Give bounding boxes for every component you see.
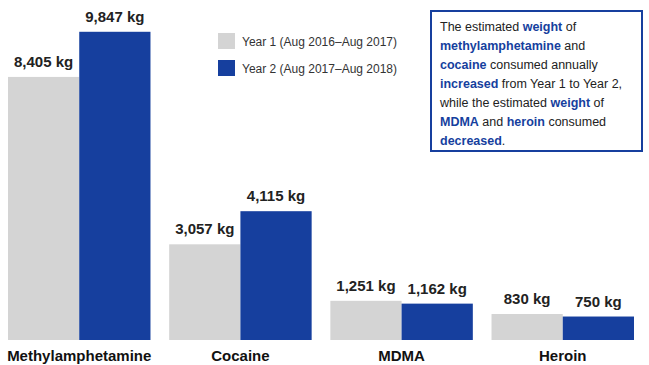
- data-label: 1,251 kg: [336, 277, 395, 294]
- annotation-text: of: [562, 20, 576, 34]
- legend-swatch: [218, 60, 235, 76]
- annotation-text: .: [502, 134, 505, 148]
- annotation-text: and: [561, 39, 585, 53]
- annotation-text: weight: [550, 96, 590, 110]
- annotation-text: cocaine: [440, 58, 487, 72]
- bar: [240, 211, 311, 340]
- bar: [563, 317, 634, 340]
- data-label: 9,847 kg: [85, 8, 144, 25]
- annotation-text: decreased: [440, 134, 502, 148]
- annotation-text: The estimated: [440, 20, 523, 34]
- annotation-text: increased: [440, 77, 498, 91]
- data-label: 3,057 kg: [175, 220, 234, 237]
- bar: [169, 244, 240, 340]
- bar: [330, 301, 401, 340]
- labels: 8,405 kg 3,057 kg 1,251 kg 830 kg 9,847 kg 4,…: [7, 8, 622, 364]
- category-label: Cocaine: [211, 347, 269, 364]
- annotation-text: weight: [523, 20, 563, 34]
- chart: 8,405 kg 3,057 kg 1,251 kg 830 kg 9,847 kg 4,…: [0, 0, 649, 365]
- annotation-text: heroin: [507, 115, 545, 129]
- legend-label: Year 2 (Aug 2017–Aug 2018): [242, 62, 397, 76]
- annotation-text: MDMA: [440, 115, 479, 129]
- annotation: The estimated weight of methylamphetamin…: [430, 10, 643, 152]
- category-label: Heroin: [539, 347, 587, 364]
- annotation-text: and: [479, 115, 507, 129]
- legend: Year 1 (Aug 2016–Aug 2017) Year 2 (Aug 20…: [218, 33, 397, 76]
- bar: [492, 314, 563, 340]
- data-label: 830 kg: [504, 290, 551, 307]
- annotation-text: consumed: [545, 115, 606, 129]
- data-label: 750 kg: [575, 293, 622, 310]
- annotation-text: consumed annually: [487, 58, 598, 72]
- data-label: 4,115 kg: [247, 187, 305, 204]
- legend-label: Year 1 (Aug 2016–Aug 2017): [242, 35, 397, 49]
- bar: [79, 32, 150, 340]
- data-label: 8,405 kg: [14, 53, 73, 70]
- data-label: 1,162 kg: [408, 280, 467, 297]
- bar: [8, 77, 79, 340]
- legend-swatch: [218, 33, 235, 49]
- annotation-text: of: [590, 96, 604, 110]
- bar: [402, 304, 473, 340]
- bars: [8, 32, 634, 340]
- category-label: MDMA: [378, 347, 425, 364]
- annotation-text: methylamphetamine: [440, 39, 561, 53]
- category-label: Methylamphetamine: [7, 347, 151, 364]
